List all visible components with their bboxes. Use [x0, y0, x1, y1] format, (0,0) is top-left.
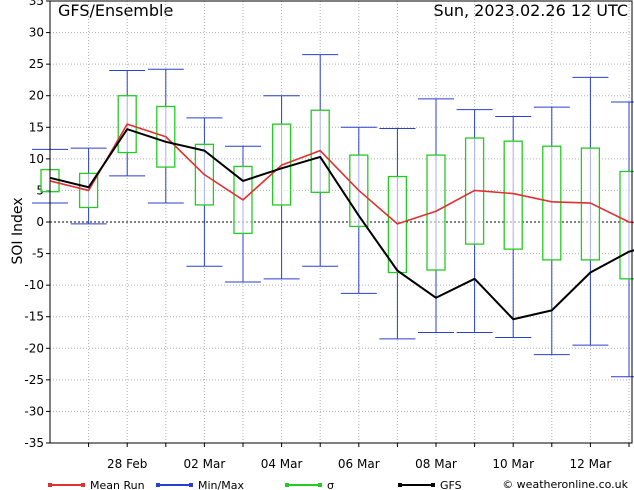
x-tick-label: 08 Mar	[415, 457, 457, 471]
y-tick-label: 0	[36, 215, 44, 229]
sigma-box	[426, 154, 446, 271]
series-lines	[49, 123, 634, 321]
sigma-boxes	[40, 95, 634, 280]
y-tick-label: -20	[24, 341, 44, 355]
legend-marker	[48, 483, 52, 487]
x-tick-label: 28 Feb	[107, 457, 147, 471]
legend-label: σ	[327, 479, 334, 490]
y-tick-label: -5	[32, 247, 44, 261]
legend-marker	[189, 483, 193, 487]
series-line-gfs	[49, 128, 634, 321]
legend-marker	[398, 483, 402, 487]
y-tick-label: 25	[29, 57, 44, 71]
y-tick-label: -25	[24, 373, 44, 387]
y-axis-label: SOI Index	[10, 197, 26, 264]
legend: Mean Run Min/Max σ GFS	[48, 479, 462, 490]
x-tick-label: 04 Mar	[261, 457, 303, 471]
legend-marker	[285, 483, 289, 487]
legend-item: σ	[285, 479, 334, 490]
sigma-box	[580, 147, 601, 261]
y-tick-label: -15	[24, 310, 44, 324]
series-line-mean-run	[49, 123, 634, 225]
legend-item: Mean Run	[48, 479, 145, 490]
y-tick-label: 5	[36, 183, 44, 197]
chart-title: GFS/Ensemble	[58, 1, 173, 20]
plot-frame	[49, 0, 633, 444]
legend-label: Min/Max	[198, 479, 244, 490]
legend-marker	[318, 483, 322, 487]
y-tick-label: 10	[29, 152, 44, 166]
x-tick-label: 06 Mar	[338, 457, 380, 471]
sigma-box	[542, 145, 562, 261]
run-date: Sun, 2023.02.26 12 UTC	[434, 1, 628, 20]
legend-label: Mean Run	[90, 479, 145, 490]
legend-item: Min/Max	[156, 479, 244, 490]
legend-label: GFS	[440, 479, 462, 490]
credit: © weatheronline.co.uk	[502, 478, 628, 490]
y-tick-label: -10	[24, 278, 44, 292]
x-tick-label: 10 Mar	[492, 457, 534, 471]
y-tick-label: 35	[29, 0, 44, 8]
legend-item: GFS	[398, 479, 462, 490]
legend-marker	[431, 483, 435, 487]
legend-marker	[81, 483, 85, 487]
y-tick-label: -35	[24, 436, 44, 450]
x-tick-labels: 28 Feb 02 Mar 04 Mar 06 Mar 08 Mar 10 Mar 12 M…	[107, 457, 612, 471]
x-tick-label: 12 Mar	[570, 457, 612, 471]
y-tick-label: 20	[29, 89, 44, 103]
x-tick-label: 02 Mar	[184, 457, 226, 471]
y-tick-label: 30	[29, 26, 44, 40]
y-tick-labels: -35 -30 -25 -20 -15 -10 -5 0 5 10 15 20 25 30 35	[24, 0, 44, 450]
y-tick-label: -30	[24, 404, 44, 418]
legend-marker	[156, 483, 160, 487]
y-tick-label: 15	[29, 120, 44, 134]
